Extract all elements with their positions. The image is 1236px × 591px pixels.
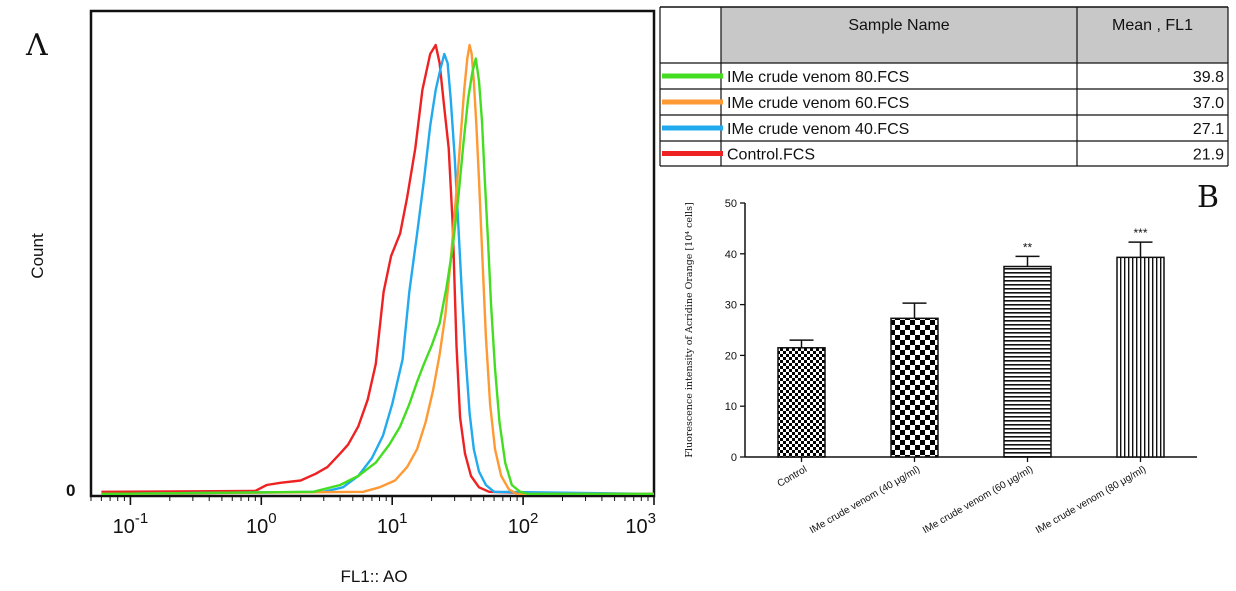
table-row-mean-value: 27.1 (1193, 121, 1224, 138)
table-header-mean: Mean , FL1 (1112, 17, 1193, 34)
table-row-mean-value: 39.8 (1193, 69, 1224, 86)
bar-y-tick-label: 50 (725, 198, 737, 210)
bar (1116, 256, 1165, 458)
significance-marker: *** (1133, 226, 1147, 240)
bar-y-tick-label: 30 (725, 300, 737, 312)
panel-b-letter: B (1197, 180, 1219, 215)
x-tick-label: 103 (625, 510, 656, 538)
x-tick-label: 100 (246, 510, 277, 538)
x-tick-label: 102 (508, 510, 539, 538)
histogram-curves (101, 43, 654, 496)
plot-frame (89, 9, 656, 498)
x-tick-label: 10-1 (113, 510, 149, 538)
bar-y-tick-label: 40 (725, 249, 737, 261)
histogram-series-4 (101, 57, 654, 496)
table-row-mean-value: 37.0 (1193, 95, 1224, 112)
histogram-series-3 (101, 43, 654, 496)
panel-a-letter: Λ (25, 28, 48, 63)
header-cell-sample-name (721, 7, 1077, 63)
x-axis-label: FL1:: AO (340, 567, 407, 586)
bars: ***** (777, 226, 1165, 458)
bar-category-label: IMe crude venom (60 μg/ml) (921, 464, 1035, 536)
table-row-mean-value: 21.9 (1193, 147, 1224, 164)
bar (890, 317, 939, 458)
bar (777, 347, 826, 458)
bar-category-label: IMe crude venom (80 μg/ml) (1034, 464, 1148, 536)
bar (1003, 265, 1052, 458)
table-row-sample-name: IMe crude venom 60.FCS (727, 95, 909, 112)
table-row-sample-name: Control.FCS (727, 147, 815, 164)
table-row-sample-name: IMe crude venom 40.FCS (727, 121, 909, 138)
table-header-sample-name: Sample Name (848, 17, 949, 34)
bar-y-tick-label: 20 (725, 350, 737, 362)
header-cell-mean (1077, 7, 1228, 63)
bar-category-label: Control (776, 464, 809, 490)
histogram-series-2 (101, 52, 654, 496)
x-axis: 10-1 100 101 102 103 (90, 495, 656, 538)
panel-a-histogram: Λ Count 0 10-1 100 101 102 103 FL1:: AO (25, 9, 656, 586)
x-tick-label: 101 (377, 510, 408, 538)
bar-category-label: IMe crude venom (40 μg/ml) (808, 464, 922, 536)
histogram-series-1 (101, 43, 654, 496)
sample-mean-table: Sample Name Mean , FL1 IMe crude venom 80.… (659, 6, 1229, 167)
y-zero-label: 0 (66, 481, 75, 500)
table-row-sample-name: IMe crude venom 80.FCS (727, 69, 909, 86)
y-axis-label: Count (28, 233, 47, 279)
bar-y-axis-label: Fluorescence intensity of Acridine Orang… (684, 202, 695, 457)
panel-b-bar-chart: B Fluorescence intensity of Acridine Ora… (684, 180, 1219, 536)
significance-marker: ** (1023, 240, 1033, 254)
bar-y-tick-label: 0 (731, 452, 737, 464)
bar-y-tick-label: 10 (725, 401, 737, 413)
